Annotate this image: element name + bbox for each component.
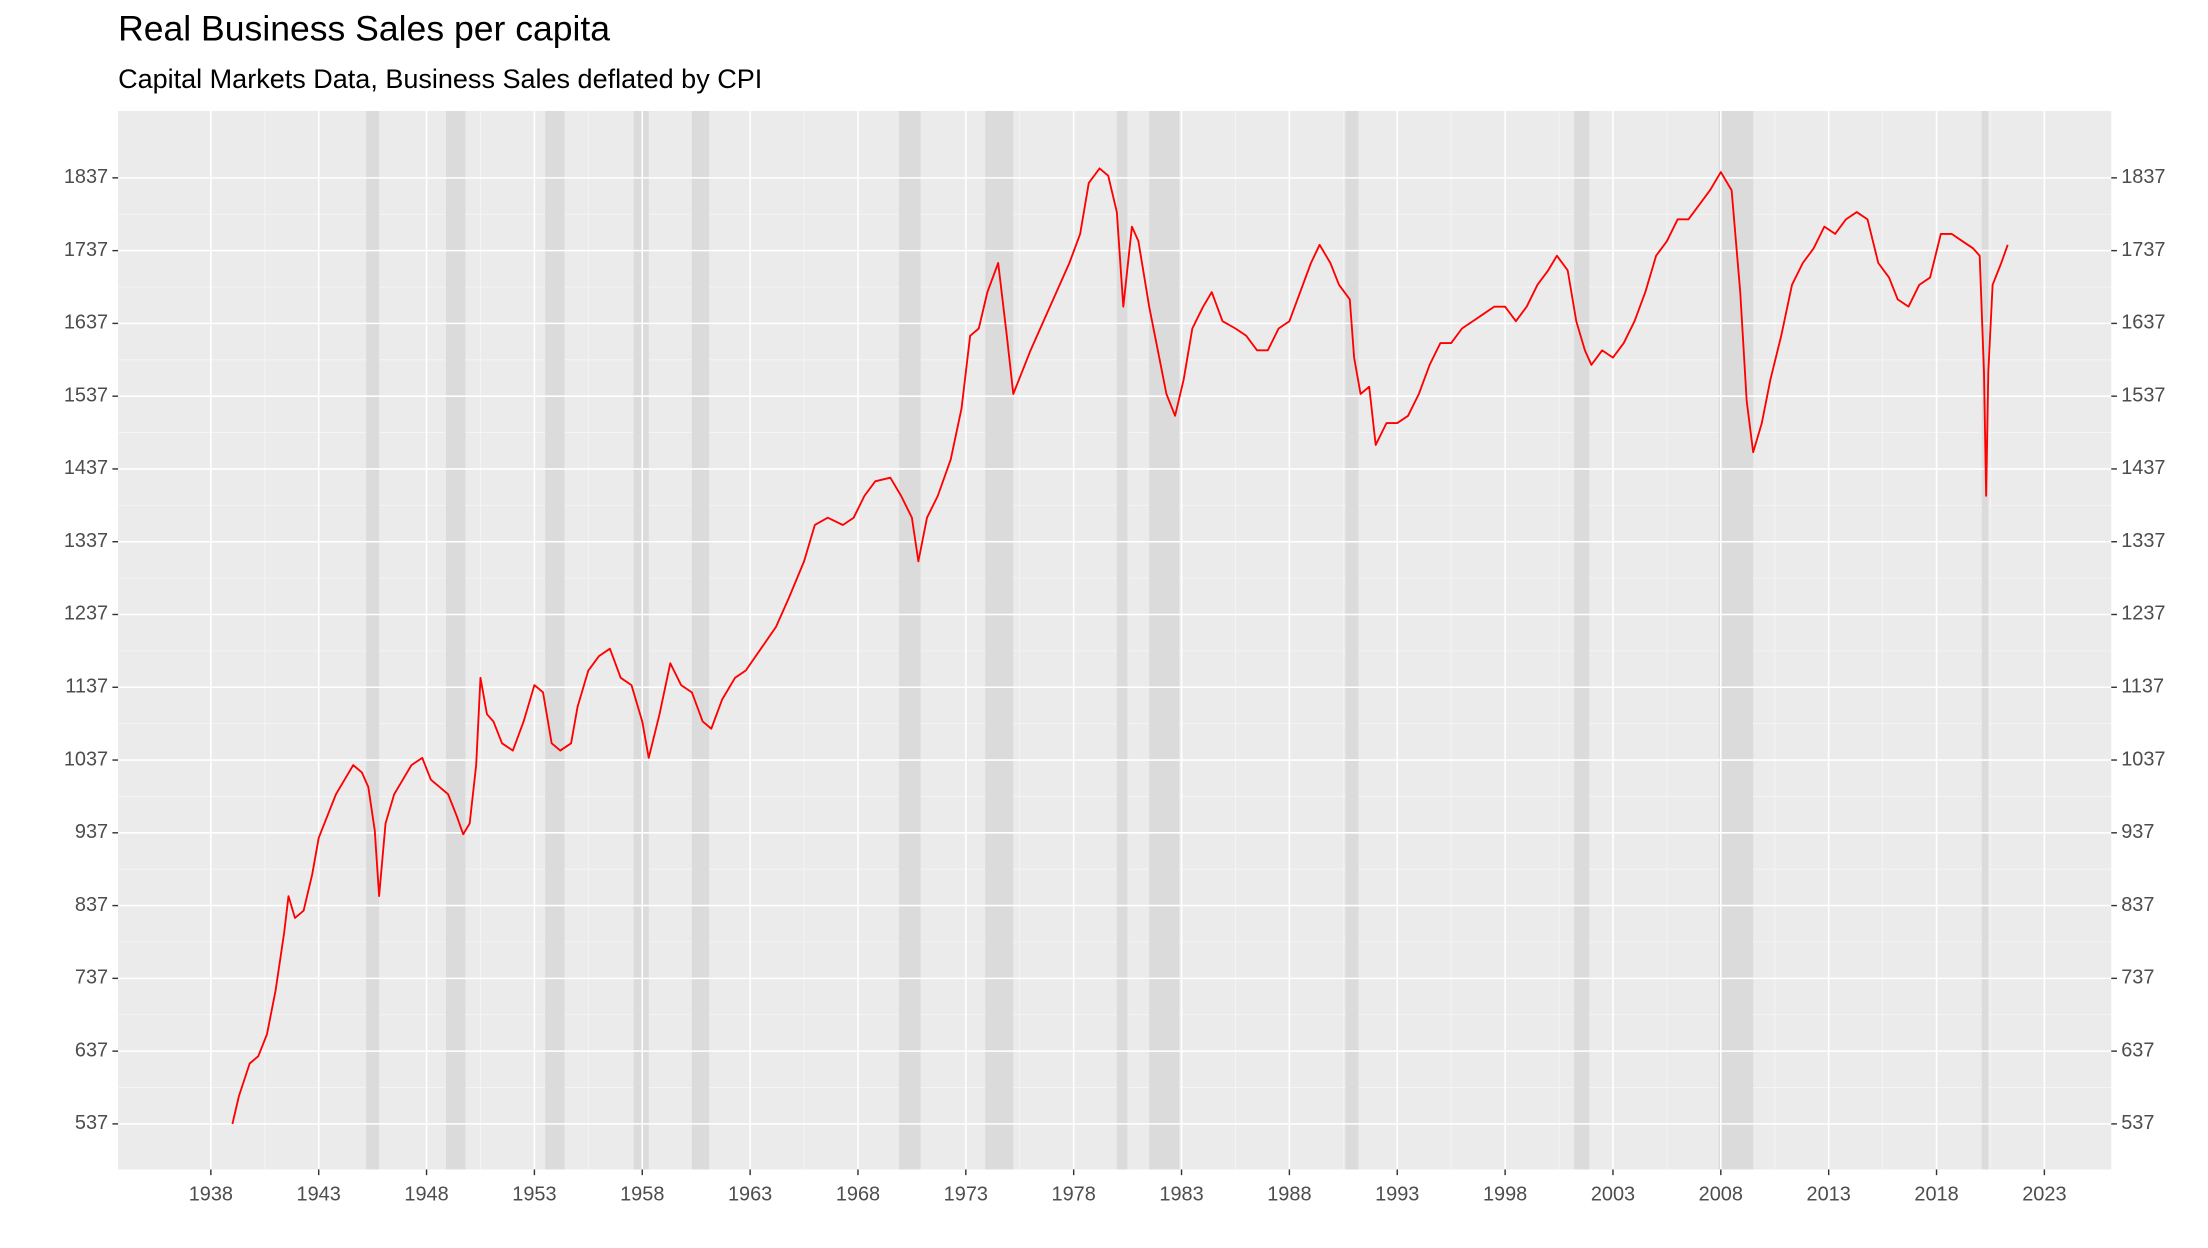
y-tick-label: 1637 [64,312,108,334]
recession-band [545,110,565,1170]
y-tick-label: 1737 [64,239,108,261]
x-tick-label: 1958 [620,1183,664,1205]
y-tick-label: 1137 [65,676,108,698]
x-tick-label: 2008 [1699,1183,1743,1205]
y-tick-label: 1237 [64,603,108,625]
x-tick-label: 1993 [1375,1183,1419,1205]
y-tick-label: 1837 [64,166,108,188]
plot-panel [118,110,2112,1170]
y2-tick-label: 1337 [2121,530,2165,552]
chart-subtitle: Capital Markets Data, Business Sales def… [118,64,762,94]
recession-band [445,110,466,1170]
x-tick-label: 1943 [297,1183,341,1205]
y-tick-label: 1037 [64,748,108,770]
x-tick-label: 1988 [1267,1183,1311,1205]
y2-tick-label: 1837 [2121,166,2165,188]
recession-band [1574,110,1590,1170]
y2-tick-label: 637 [2121,1039,2154,1061]
y-tick-label: 737 [75,967,108,989]
x-tick-label: 1973 [944,1183,988,1205]
y-tick-label: 937 [75,821,108,843]
recession-band [366,110,380,1170]
recession-band [691,110,710,1170]
y2-tick-label: 1737 [2121,239,2165,261]
x-tick-label: 2023 [2022,1183,2066,1205]
recession-band [1116,110,1128,1170]
recession-band [898,110,921,1170]
y-tick-label: 1537 [64,384,108,406]
x-tick-label: 1978 [1052,1183,1096,1205]
x-tick-label: 2018 [1914,1183,1958,1205]
y2-tick-label: 737 [2121,967,2154,989]
y2-tick-label: 1137 [2121,676,2164,698]
recession-band [1718,110,1754,1170]
y2-tick-label: 1637 [2121,312,2165,334]
series-line [231,167,2009,1125]
x-tick-label: 1983 [1159,1183,1203,1205]
y2-tick-label: 837 [2121,894,2154,916]
x-tick-label: 1953 [512,1183,556,1205]
y-tick-label: 637 [75,1039,108,1061]
x-tick-label: 1963 [728,1183,772,1205]
y2-tick-label: 537 [2121,1112,2154,1134]
recession-band [1981,110,1989,1170]
recession-band [1149,110,1180,1170]
y-tick-label: 537 [75,1112,108,1134]
chart-title: Real Business Sales per capita [118,9,610,49]
x-tick-label: 1948 [404,1183,448,1205]
y2-tick-label: 1037 [2121,748,2165,770]
recession-band [1345,110,1359,1170]
x-tick-label: 1938 [189,1183,233,1205]
y2-tick-label: 1437 [2121,457,2165,479]
x-tick-label: 1968 [836,1183,880,1205]
x-tick-label: 2003 [1591,1183,1635,1205]
y-tick-label: 1337 [64,530,108,552]
y-tick-label: 1437 [64,457,108,479]
recession-band [633,110,649,1170]
y2-tick-label: 1537 [2121,384,2165,406]
y-tick-label: 837 [75,894,108,916]
y2-tick-label: 1237 [2121,603,2165,625]
x-tick-label: 1998 [1483,1183,1527,1205]
y2-tick-label: 937 [2121,821,2154,843]
x-tick-label: 2013 [1807,1183,1851,1205]
